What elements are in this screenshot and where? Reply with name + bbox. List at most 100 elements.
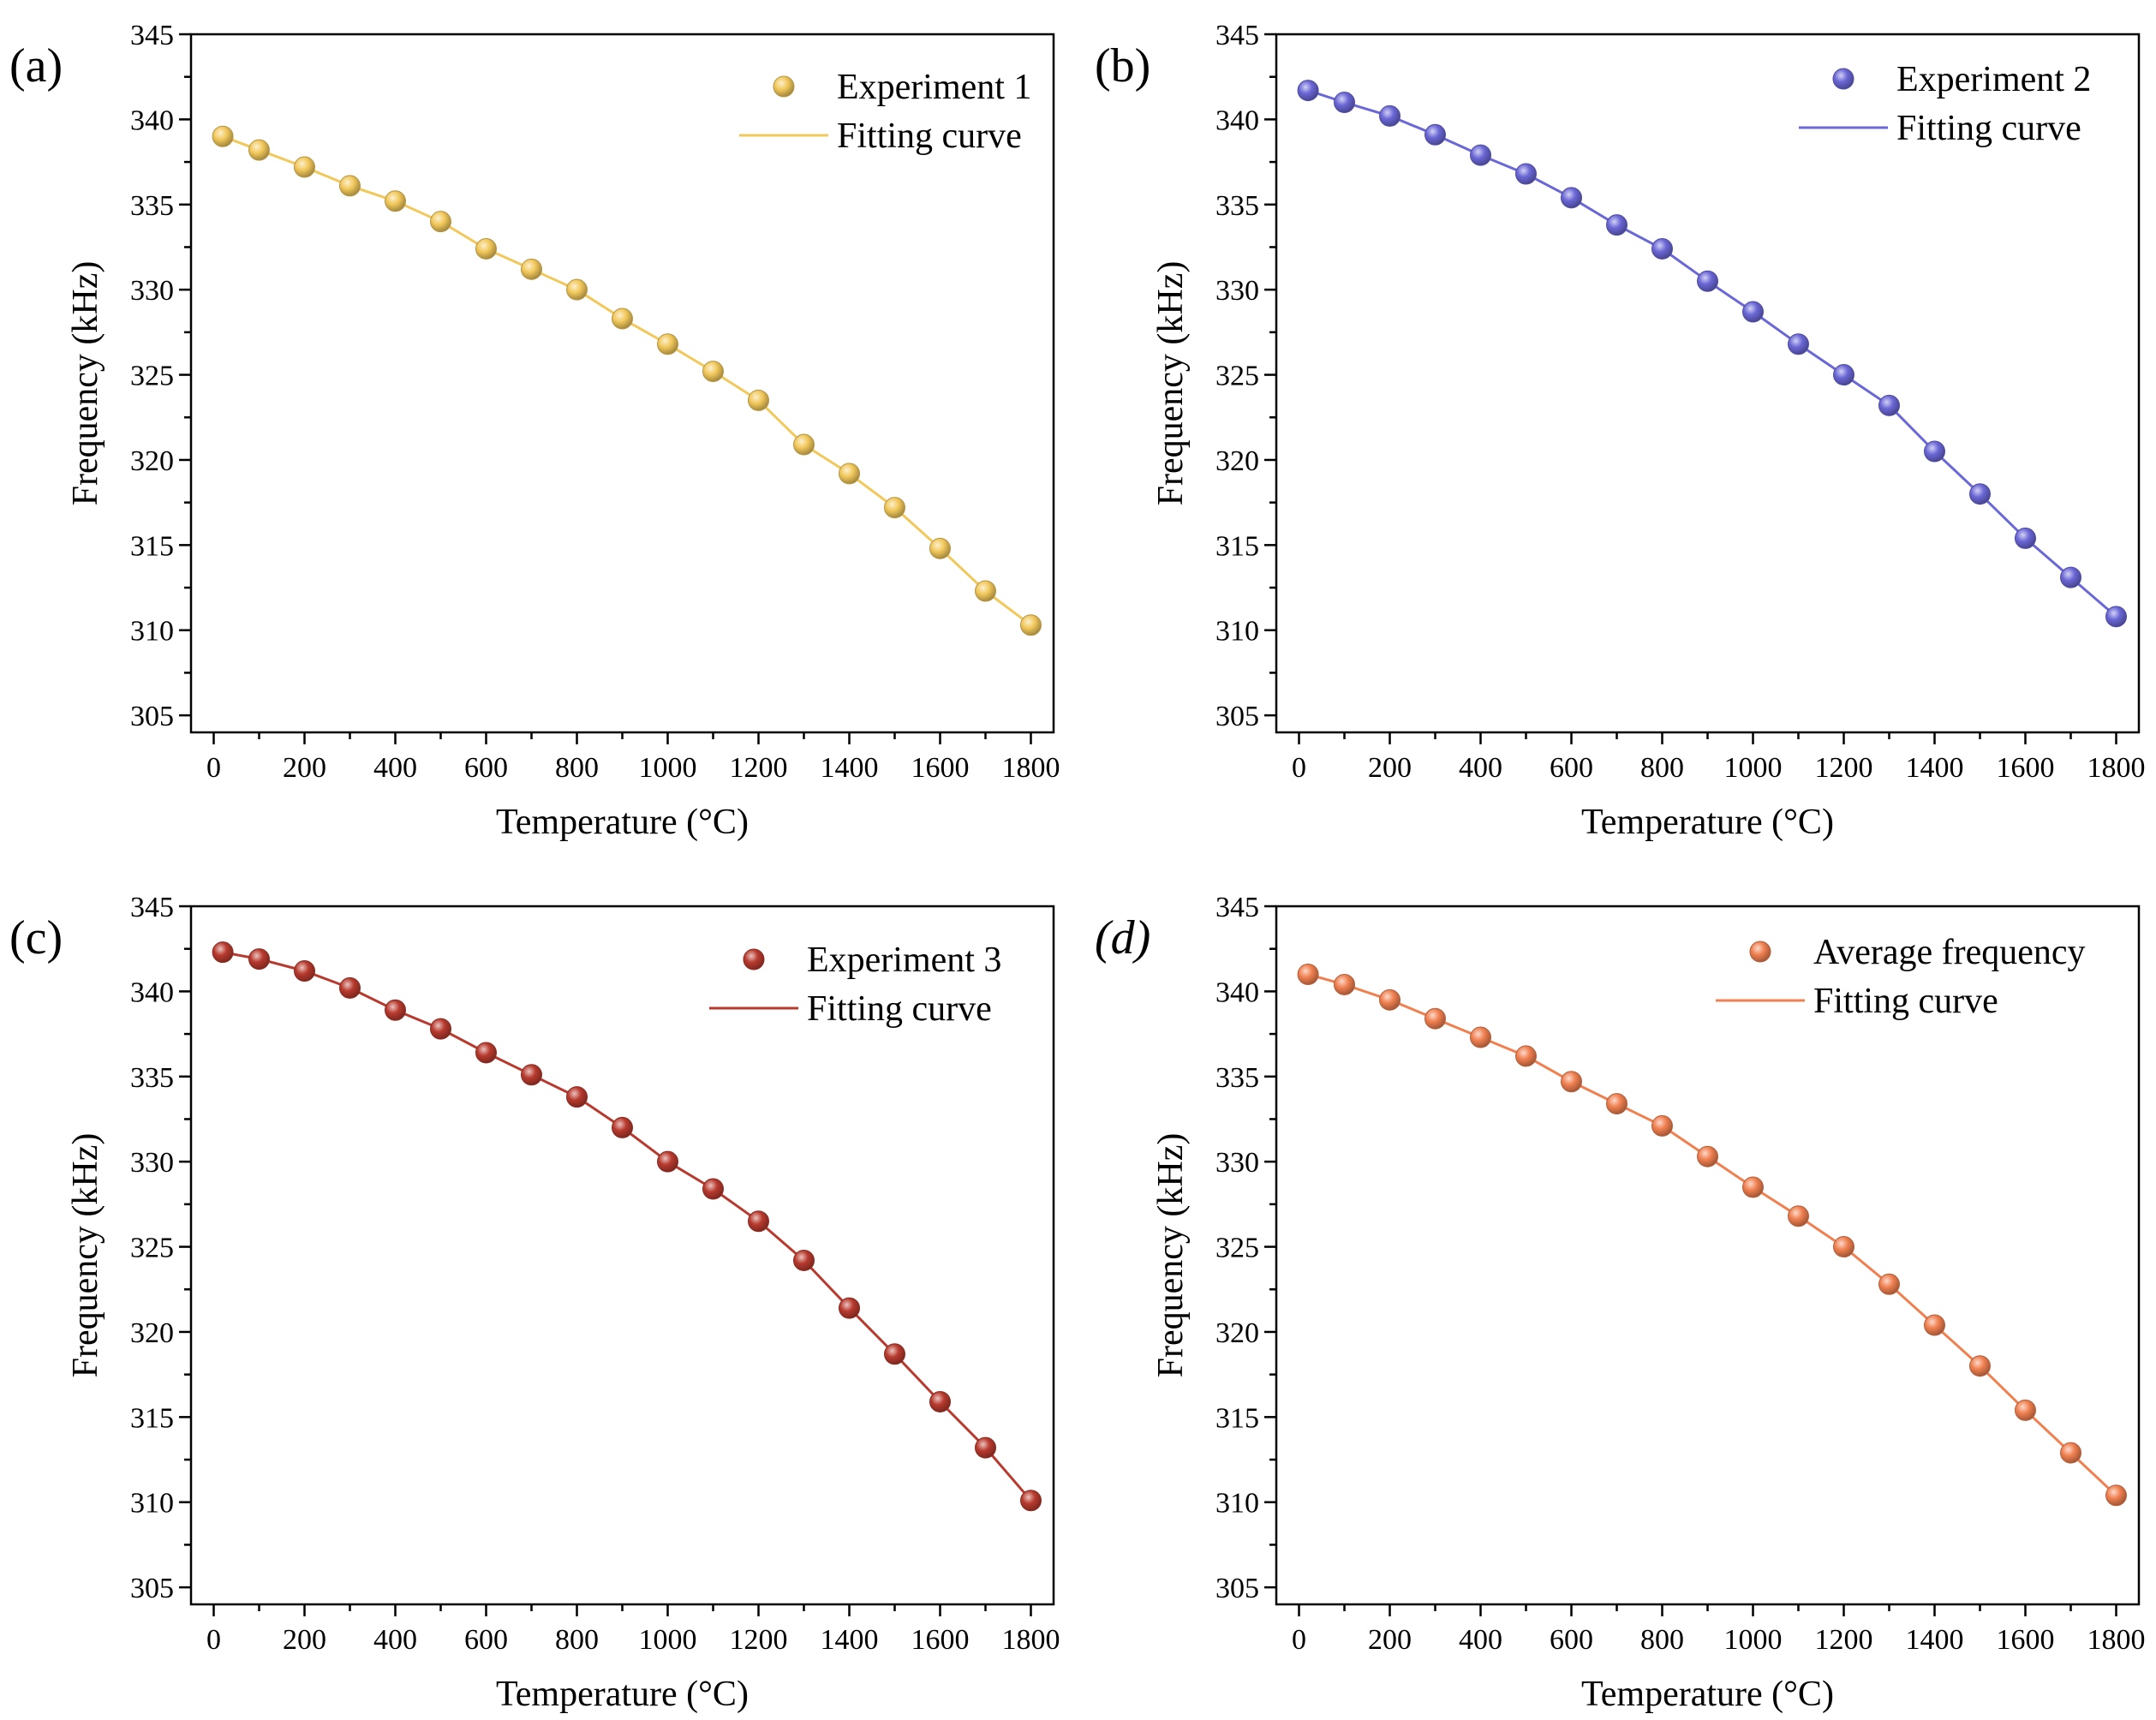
data-point <box>1297 80 1319 102</box>
x-tick-label: 1800 <box>1002 752 1060 784</box>
data-point <box>385 999 406 1021</box>
data-point <box>294 156 315 178</box>
legend-label: Average frequency <box>1813 933 2086 972</box>
data-point <box>1379 988 1401 1011</box>
x-tick-label: 200 <box>283 752 326 784</box>
data-point <box>521 1064 542 1086</box>
legend-marker <box>1832 68 1854 90</box>
legend-label: Fitting curve <box>807 989 992 1029</box>
data-point <box>1924 1314 1945 1336</box>
panel-3: 0 200 400 600 800 1000 1200 1400 1600 1800 305 310 3… <box>9 892 1060 1714</box>
x-axis-label: Temperature (°C) <box>496 803 749 842</box>
data-point <box>248 948 270 970</box>
x-tick-label: 1600 <box>1997 752 2055 784</box>
data-point <box>2060 566 2081 588</box>
x-axis-label: Temperature (°C) <box>1581 1675 1834 1714</box>
legend: Experiment 2 Fitting curve <box>1799 60 2091 148</box>
y-tick-label: 345 <box>1215 892 1259 923</box>
legend-marker <box>773 75 795 98</box>
data-point <box>1297 964 1319 986</box>
data-point <box>1020 1490 1042 1512</box>
x-tick-label: 1200 <box>1815 752 1873 784</box>
y-tick-label: 310 <box>130 616 174 648</box>
x-tick-label: 1400 <box>821 752 879 784</box>
y-tick-label: 330 <box>130 275 174 307</box>
y-axis-label: Frequency (kHz) <box>66 1133 105 1378</box>
y-tick-label: 310 <box>1215 616 1259 648</box>
data-point <box>839 463 860 485</box>
data-point <box>385 190 406 212</box>
data-point <box>1833 364 1854 386</box>
data-point <box>1515 163 1537 185</box>
data-point <box>702 361 724 383</box>
y-tick-label: 330 <box>1215 275 1259 307</box>
data-point <box>1424 1007 1446 1030</box>
data-point <box>1379 105 1401 127</box>
y-tick-label: 320 <box>130 1317 174 1349</box>
data-point <box>793 1249 815 1271</box>
y-tick-label: 305 <box>1215 1573 1259 1604</box>
y-tick-label: 305 <box>130 1573 174 1604</box>
x-tick-label: 1000 <box>1724 752 1783 784</box>
data-point <box>1561 187 1582 209</box>
data-point <box>1334 973 1355 995</box>
panel-label: (d) <box>1095 911 1150 965</box>
legend: Experiment 3 Fitting curve <box>709 941 1001 1029</box>
data-point <box>1878 1273 1900 1295</box>
x-tick-label: 1600 <box>1997 1624 2055 1656</box>
data-point <box>1742 301 1764 323</box>
y-tick-label: 345 <box>1215 20 1259 51</box>
data-point <box>929 1390 951 1412</box>
legend-label: Experiment 2 <box>1896 60 2091 99</box>
x-tick-label: 1800 <box>1002 1624 1060 1656</box>
data-point <box>612 308 633 330</box>
x-tick-label: 1000 <box>639 752 697 784</box>
legend: Experiment 1 Fitting curve <box>739 68 1031 156</box>
data-point <box>884 497 905 519</box>
data-point <box>430 211 451 233</box>
y-tick-label: 340 <box>1215 105 1259 136</box>
y-axis-label: Frequency (kHz) <box>1151 1133 1191 1378</box>
data-point <box>475 1042 497 1064</box>
legend-label: Fitting curve <box>837 116 1022 156</box>
data-point <box>1697 270 1718 292</box>
y-tick-label: 310 <box>1215 1488 1259 1520</box>
data-point <box>657 1150 678 1173</box>
x-tick-label: 1000 <box>1724 1624 1783 1656</box>
panel-label: (b) <box>1095 39 1150 93</box>
legend-label: Fitting curve <box>1813 982 1998 1021</box>
x-tick-label: 1800 <box>2087 1624 2146 1656</box>
panel-4: 0 200 400 600 800 1000 1200 1400 1600 1800 305 310 3… <box>1095 892 2146 1714</box>
data-point <box>929 537 951 559</box>
y-tick-label: 325 <box>1215 1233 1259 1264</box>
data-point <box>1969 483 1991 505</box>
data-point <box>2015 1399 2036 1421</box>
y-tick-label: 325 <box>1215 361 1259 392</box>
data-point <box>1606 1093 1627 1115</box>
y-tick-label: 340 <box>130 976 174 1008</box>
plot-frame <box>1275 905 2141 1606</box>
data-point <box>1651 237 1673 260</box>
y-tick-label: 315 <box>1215 1402 1259 1434</box>
data-point <box>1969 1355 1991 1377</box>
y-tick-label: 315 <box>1215 530 1259 562</box>
y-tick-label: 345 <box>130 20 174 51</box>
x-tick-label: 1200 <box>730 752 788 784</box>
x-tick-label: 200 <box>1368 1624 1412 1656</box>
y-tick-label: 320 <box>130 445 174 477</box>
x-tick-label: 1400 <box>1906 1624 1964 1656</box>
y-tick-label: 305 <box>130 701 174 732</box>
y-tick-label: 325 <box>130 1233 174 1264</box>
y-tick-label: 335 <box>130 1062 174 1094</box>
data-point <box>748 1210 769 1233</box>
x-tick-label: 400 <box>1459 1624 1502 1656</box>
data-point <box>1470 1026 1491 1048</box>
data-point <box>1606 214 1627 236</box>
y-tick-label: 305 <box>1215 701 1259 732</box>
x-tick-label: 200 <box>1368 752 1412 784</box>
fitting-curve-line <box>222 134 1032 626</box>
x-tick-label: 400 <box>373 1624 417 1656</box>
y-tick-label: 315 <box>130 1402 174 1434</box>
x-tick-label: 0 <box>206 752 221 784</box>
